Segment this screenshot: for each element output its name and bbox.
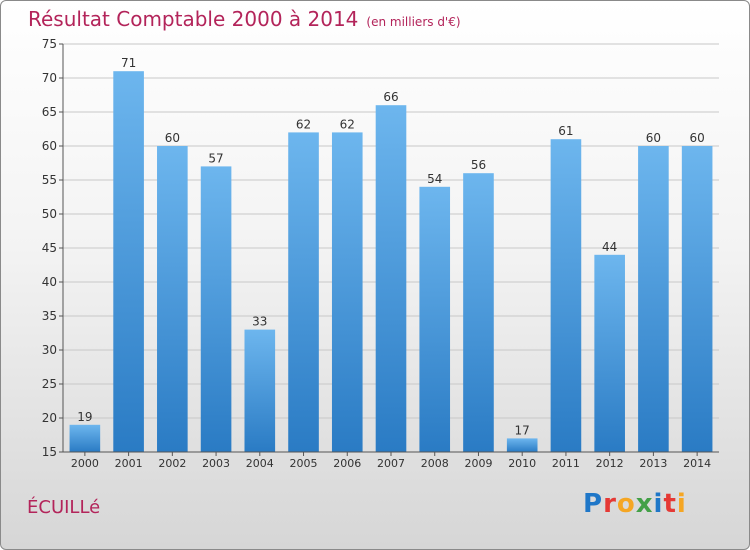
value-label: 19 — [77, 410, 92, 424]
y-tick-label: 60 — [42, 139, 57, 153]
x-tick-label: 2012 — [596, 457, 624, 470]
value-label: 57 — [208, 151, 223, 165]
value-label: 62 — [296, 117, 311, 131]
value-label: 44 — [602, 240, 617, 254]
chart-subtitle: (en milliers d'€) — [366, 15, 461, 29]
y-tick-label: 30 — [42, 343, 57, 357]
x-tick-label: 2009 — [464, 457, 492, 470]
bar — [638, 146, 669, 452]
logo-letter: r — [603, 489, 617, 519]
bar — [506, 438, 538, 452]
bar — [200, 166, 232, 452]
value-label: 71 — [121, 56, 136, 70]
y-tick-label: 75 — [42, 37, 57, 51]
bar — [463, 173, 494, 452]
bar-layer — [69, 71, 713, 453]
x-tick-label: 2008 — [421, 457, 449, 470]
bar — [157, 146, 188, 452]
x-tick-label: 2003 — [202, 457, 230, 470]
chart-title: Résultat Comptable 2000 à 2014 (en millie… — [28, 7, 461, 31]
y-tick-label: 70 — [42, 71, 57, 85]
value-label: 60 — [689, 131, 704, 145]
value-label: 33 — [252, 315, 267, 329]
bar — [419, 186, 451, 453]
x-tick-label: 2001 — [115, 457, 143, 470]
bar — [288, 132, 319, 452]
x-tick-label: 2000 — [71, 457, 99, 470]
y-tick-label: 65 — [42, 105, 57, 119]
logo-letter: x — [635, 489, 654, 519]
x-tick-label: 2011 — [552, 457, 580, 470]
x-tick-label: 2014 — [683, 457, 711, 470]
bar — [681, 146, 713, 452]
logo-letter: o — [616, 489, 636, 519]
y-tick-label: 20 — [42, 411, 57, 425]
bar — [550, 139, 582, 452]
bar — [244, 329, 276, 452]
x-tick-label: 2013 — [639, 457, 667, 470]
y-tick-label: 25 — [42, 377, 57, 391]
proxiti-logo: Proxiti — [583, 489, 687, 519]
x-tick-label: 2006 — [333, 457, 361, 470]
x-tick-label: 2004 — [246, 457, 274, 470]
logo-letter: t — [663, 489, 677, 519]
bar — [375, 105, 407, 452]
x-tick-label: 2005 — [290, 457, 318, 470]
y-tick-label: 50 — [42, 207, 57, 221]
value-label: 56 — [471, 158, 486, 172]
logo-letter: i — [653, 489, 664, 519]
place-name: ÉCUILLé — [27, 497, 101, 518]
value-label: 60 — [165, 131, 180, 145]
axis-layer: 15 20 25 30 35 40 45 50 55 60 65 70 75 19 2000 71 2001 60… — [42, 37, 719, 470]
title-text: Résultat Comptable 2000 à 2014 — [28, 7, 359, 31]
value-label: 17 — [515, 423, 530, 437]
y-tick-label: 35 — [42, 309, 57, 323]
value-label: 54 — [427, 172, 442, 186]
value-label: 60 — [646, 131, 661, 145]
x-tick-label: 2010 — [508, 457, 536, 470]
bar — [331, 132, 363, 452]
value-label: 62 — [340, 117, 355, 131]
x-tick-label: 2007 — [377, 457, 405, 470]
logo-letter: P — [583, 489, 604, 519]
y-tick-label: 55 — [42, 173, 57, 187]
logo-letter: i — [676, 489, 687, 519]
y-tick-label: 40 — [42, 275, 57, 289]
bar — [594, 254, 625, 452]
bar — [69, 424, 101, 452]
bar — [113, 71, 144, 452]
y-tick-label: 45 — [42, 241, 57, 255]
x-tick-label: 2002 — [158, 457, 186, 470]
y-tick-label: 15 — [42, 445, 57, 459]
value-label: 66 — [383, 90, 398, 104]
value-label: 61 — [558, 124, 573, 138]
